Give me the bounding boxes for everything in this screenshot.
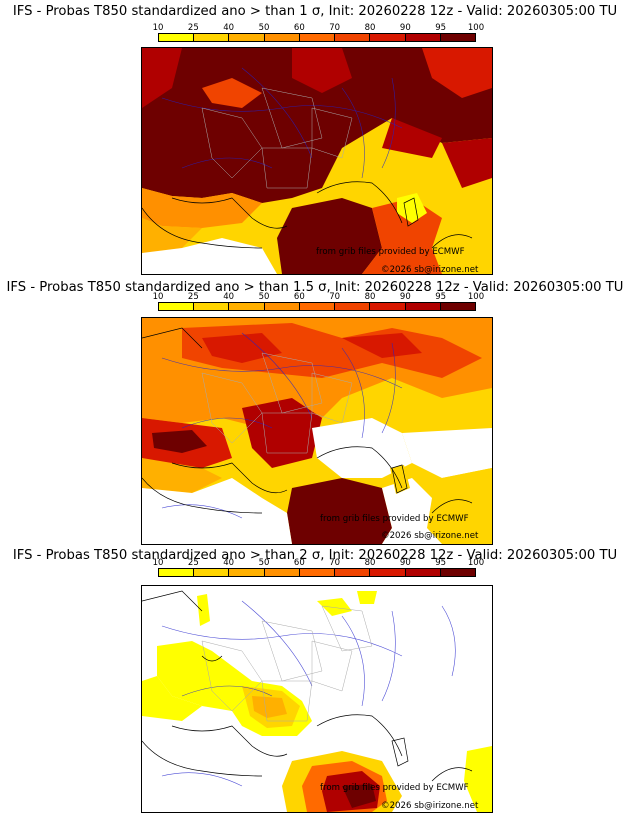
colorbar-tick-label: 50: [258, 292, 270, 302]
colorbar-swatch: [335, 34, 371, 41]
colorbar-tick-label: 80: [364, 558, 376, 568]
colorbar-tick-label: 40: [223, 23, 235, 33]
credit-site: ©2026 sb@irizone.net: [381, 801, 479, 811]
colorbar-tick-label: 80: [364, 292, 376, 302]
colorbar-swatch: [299, 569, 336, 576]
panel-2: IFS - Probas T850 standardized ano > tha…: [0, 276, 630, 548]
colorbar-swatch: [440, 569, 475, 576]
panel-title: IFS - Probas T850 standardized ano > tha…: [12, 548, 618, 563]
colorbar-tick-label: 95: [435, 292, 447, 302]
credit-source: from grib files provided by ECMWF: [316, 247, 465, 257]
colorbar-labels: 10 25 40 50 60 70 80 90 95 100: [153, 23, 485, 33]
probability-map: [141, 47, 493, 275]
colorbar-swatch: [405, 34, 441, 41]
colorbar-tick-label: 25: [187, 558, 199, 568]
colorbar-tick-label: 60: [293, 292, 305, 302]
colorbar-swatch: [159, 569, 195, 576]
credit-source: from grib files provided by ECMWF: [320, 783, 469, 793]
colorbar-swatch: [229, 569, 265, 576]
colorbar-tick-label: 40: [223, 292, 235, 302]
colorbar-tick-label: 60: [293, 558, 305, 568]
colorbar-tick-label: 10: [152, 558, 164, 568]
panel-title: IFS - Probas T850 standardized ano > tha…: [6, 280, 624, 295]
colorbar-tick-label: 90: [399, 558, 411, 568]
colorbar: 10 25 40 50 60 70 80 90 95 100: [153, 558, 485, 579]
colorbar-swatch: [159, 34, 195, 41]
colorbar-tick-label: 70: [329, 292, 341, 302]
colorbar-swatch: [194, 303, 230, 310]
colorbar-swatch: [405, 569, 441, 576]
colorbar-tick-label: 70: [329, 23, 341, 33]
colorbar-swatch: [440, 303, 475, 310]
probability-map: [141, 585, 493, 813]
colorbar-tick-label: 60: [293, 23, 305, 33]
credit-source: from grib files provided by ECMWF: [320, 514, 469, 524]
colorbar-tick-label: 100: [467, 292, 485, 302]
colorbar-tick-label: 25: [187, 292, 199, 302]
colorbar-swatch: [229, 303, 265, 310]
colorbar-swatch: [229, 34, 265, 41]
colorbar-swatch: [194, 34, 230, 41]
colorbar-tick-label: 95: [435, 558, 447, 568]
panel-1: IFS - Probas T850 standardized ano > tha…: [0, 0, 630, 276]
colorbar-tick-label: 90: [399, 23, 411, 33]
probability-map: [141, 317, 493, 545]
colorbar-swatch: [264, 303, 300, 310]
colorbar: 10 25 40 50 60 70 80 90 95 100: [153, 23, 485, 44]
panel-3: IFS - Probas T850 standardized ano > tha…: [0, 548, 630, 828]
colorbar-swatch: [264, 569, 300, 576]
colorbar-swatch: [335, 569, 371, 576]
colorbar-swatch: [159, 303, 195, 310]
colorbar-swatch: [405, 303, 441, 310]
colorbar-swatch: [194, 569, 230, 576]
colorbar-swatch: [440, 34, 475, 41]
colorbar-swatch: [370, 34, 406, 41]
colorbar-tick-label: 40: [223, 558, 235, 568]
colorbar-tick-label: 10: [152, 292, 164, 302]
colorbar-tick-label: 70: [329, 558, 341, 568]
colorbar-tick-label: 10: [152, 23, 164, 33]
colorbar-swatches: [158, 302, 476, 311]
credit-site: ©2026 sb@irizone.net: [381, 531, 479, 541]
map-svg: [142, 318, 492, 544]
colorbar-tick-label: 100: [467, 558, 485, 568]
colorbar-swatch: [299, 34, 336, 41]
colorbar-swatches: [158, 33, 476, 42]
colorbar-labels: 10 25 40 50 60 70 80 90 95 100: [153, 292, 485, 302]
map-svg: [142, 586, 492, 812]
credit-site: ©2026 sb@irizone.net: [381, 265, 479, 275]
colorbar-swatch: [370, 569, 406, 576]
colorbar-swatches: [158, 568, 476, 577]
colorbar-tick-label: 100: [467, 23, 485, 33]
colorbar-swatch: [335, 303, 371, 310]
map-svg: [142, 48, 492, 274]
colorbar-tick-label: 90: [399, 292, 411, 302]
colorbar: 10 25 40 50 60 70 80 90 95 100: [153, 292, 485, 313]
colorbar-tick-label: 50: [258, 23, 270, 33]
panel-title: IFS - Probas T850 standardized ano > tha…: [12, 4, 618, 19]
colorbar-swatch: [299, 303, 336, 310]
colorbar-swatch: [264, 34, 300, 41]
colorbar-tick-label: 25: [187, 23, 199, 33]
colorbar-tick-label: 95: [435, 23, 447, 33]
colorbar-labels: 10 25 40 50 60 70 80 90 95 100: [153, 558, 485, 568]
colorbar-tick-label: 80: [364, 23, 376, 33]
colorbar-tick-label: 50: [258, 558, 270, 568]
colorbar-swatch: [370, 303, 406, 310]
